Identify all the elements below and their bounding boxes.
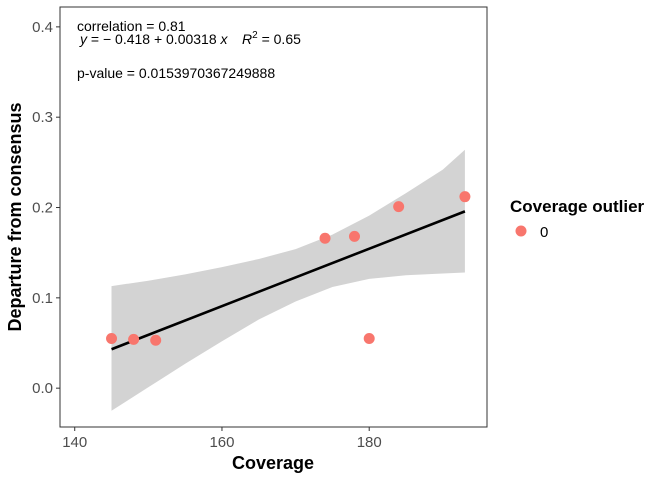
y-axis-ticks: 0.0 0.1 0.2 0.3 0.4 bbox=[32, 19, 60, 397]
data-point-6 bbox=[393, 201, 405, 213]
data-points bbox=[106, 191, 471, 346]
y-tick-label: 0.2 bbox=[32, 200, 53, 217]
y-tick-label: 0.1 bbox=[32, 290, 53, 307]
y-tick-label: 0.4 bbox=[32, 19, 53, 36]
data-point-1 bbox=[128, 333, 140, 345]
y-tick-label: 0.0 bbox=[32, 380, 53, 397]
legend-label: 0 bbox=[540, 224, 548, 241]
data-point-2 bbox=[150, 334, 162, 346]
pvalue-annotation: p-value = 0.0153970367249888 bbox=[77, 65, 275, 81]
data-point-4 bbox=[348, 230, 360, 242]
y-tick-label: 0.3 bbox=[32, 109, 53, 126]
equation-equals: = bbox=[87, 31, 103, 47]
legend-key-point bbox=[515, 225, 527, 237]
equation-x-symbol: x bbox=[220, 31, 229, 47]
legend-title: Coverage outlier bbox=[510, 197, 645, 216]
data-point-5 bbox=[363, 332, 375, 344]
x-tick-label: 180 bbox=[357, 434, 382, 451]
data-point-0 bbox=[106, 332, 118, 344]
y-axis-title: Departure from consensus bbox=[5, 102, 25, 331]
regression-equation: y = − 0.418 + 0.00318 x bbox=[79, 31, 229, 47]
plot-border bbox=[59, 6, 488, 428]
r-squared-value: = 0.65 bbox=[258, 31, 301, 47]
equation-rhs: − 0.418 + 0.00318 bbox=[103, 31, 221, 47]
x-tick-label: 140 bbox=[62, 434, 87, 451]
r-squared-annotation: R2 = 0.65 bbox=[242, 30, 301, 47]
x-tick-label: 160 bbox=[209, 434, 234, 451]
r-squared-exponent: 2 bbox=[252, 30, 258, 41]
correlation-annotation: correlation = 0.81 bbox=[77, 18, 186, 34]
data-point-3 bbox=[319, 232, 331, 244]
x-axis-title: Coverage bbox=[232, 453, 314, 473]
equation-y-symbol: y bbox=[79, 31, 88, 47]
regression-line bbox=[111, 210, 466, 351]
r-squared-symbol: R bbox=[242, 31, 252, 47]
x-axis-ticks: 140 160 180 bbox=[62, 427, 382, 451]
data-point-7 bbox=[459, 191, 471, 203]
